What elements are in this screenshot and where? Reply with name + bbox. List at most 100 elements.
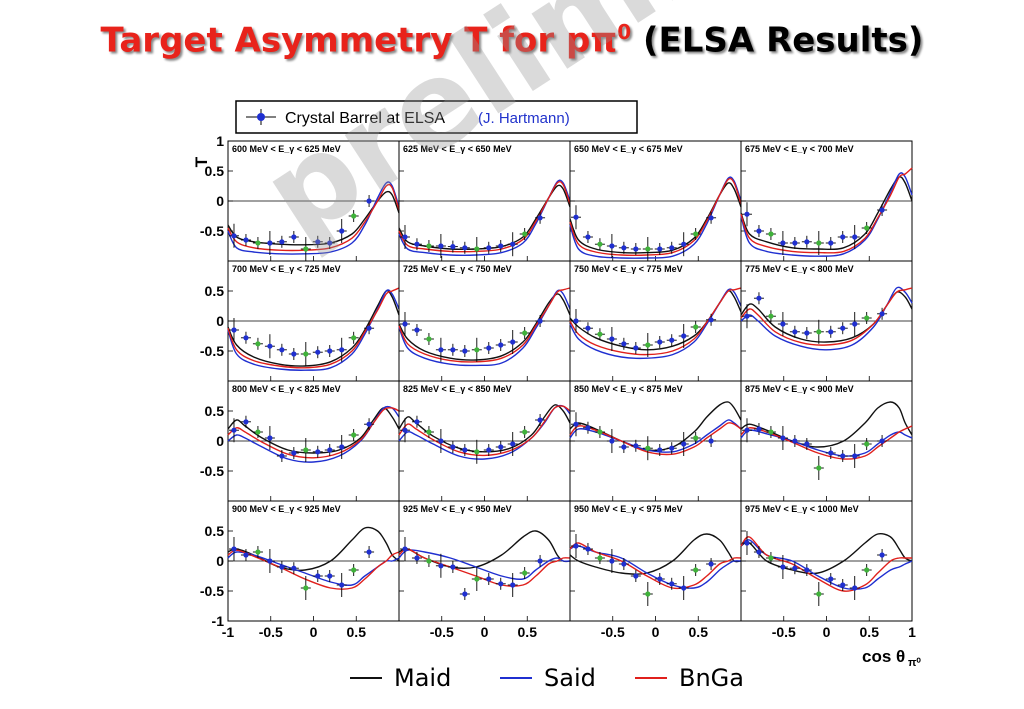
data-point (828, 450, 834, 456)
data-point (756, 549, 762, 555)
x-axis-label-sub: π⁰ (908, 657, 921, 669)
data-point (681, 585, 687, 591)
data-point (366, 549, 372, 555)
panel-13: 900 MeV < E_γ < 925 MeV (227, 500, 400, 622)
curve-said (398, 289, 571, 367)
curve-said (740, 429, 913, 457)
data-point (708, 215, 714, 221)
data-point (633, 345, 639, 351)
data-point (792, 329, 798, 335)
curve-maid (740, 291, 913, 343)
data-point (585, 234, 591, 240)
panel-3: 650 MeV < E_γ < 675 MeV (569, 140, 742, 262)
data-point (327, 447, 333, 453)
data-point (267, 240, 273, 246)
data-point (681, 441, 687, 447)
panel-label: 650 MeV < E_γ < 675 MeV (574, 144, 683, 154)
data-point (852, 234, 858, 240)
data-point (852, 585, 858, 591)
data-point (327, 573, 333, 579)
curve-maid (227, 190, 400, 246)
data-point (303, 447, 309, 453)
y-tick-label: -0.5 (200, 463, 224, 479)
data-point (450, 564, 456, 570)
y-tick-label: -0.5 (200, 583, 224, 599)
data-point (585, 425, 591, 431)
data-point (780, 321, 786, 327)
title-sup: 0 (617, 20, 632, 44)
data-point (708, 438, 714, 444)
data-point (609, 438, 615, 444)
data-point (537, 558, 543, 564)
y-tick-label: 0 (216, 553, 224, 569)
panel-16: 975 MeV < E_γ < 1000 MeV (740, 500, 913, 622)
data-point (339, 444, 345, 450)
data-point (255, 549, 261, 555)
panel-label: 850 MeV < E_γ < 875 MeV (574, 384, 683, 394)
x-tick-label: -0.5 (430, 624, 454, 640)
y-tick-label: 0.5 (205, 403, 225, 419)
data-point (522, 570, 528, 576)
panel-label: 825 MeV < E_γ < 850 MeV (403, 384, 512, 394)
data-point (852, 321, 858, 327)
data-point (402, 427, 408, 433)
panel-5: 700 MeV < E_γ < 725 MeV (227, 260, 400, 382)
data-point (438, 563, 444, 569)
data-point (522, 231, 528, 237)
x-tick-label: -0.5 (259, 624, 283, 640)
data-point (510, 241, 516, 247)
curve-said (227, 405, 400, 463)
data-point (693, 567, 699, 573)
data-point (426, 558, 432, 564)
data-point (351, 567, 357, 573)
data-point (828, 576, 834, 582)
data-point (744, 313, 750, 319)
curve-maid (740, 176, 913, 251)
data-point (255, 341, 261, 347)
data-point (510, 339, 516, 345)
data-point (351, 335, 357, 341)
x-tick-label: -1 (222, 624, 235, 640)
data-point (879, 552, 885, 558)
data-point (669, 445, 675, 451)
data-point (474, 246, 480, 252)
data-point (291, 450, 297, 456)
y-tick-label: -0.5 (200, 343, 224, 359)
curve-maid (569, 401, 742, 452)
data-point (609, 558, 615, 564)
y-tick-label: 0.5 (205, 283, 225, 299)
data-point (231, 233, 237, 239)
data-point (879, 438, 885, 444)
panel-label: 950 MeV < E_γ < 975 MeV (574, 504, 683, 514)
curve-bnga (740, 167, 913, 254)
data-point (744, 427, 750, 433)
page-title: Target Asymmetry T for pπ0 (ELSA Results… (0, 20, 1024, 60)
data-point (438, 438, 444, 444)
y-tick-label: 0.5 (205, 163, 225, 179)
panel-label: 625 MeV < E_γ < 650 MeV (403, 144, 512, 154)
data-point (645, 591, 651, 597)
data-point (816, 591, 822, 597)
y-axis-label: T (192, 156, 211, 167)
data-legend: Crystal Barrel at ELSA (J. Hartmann) (235, 100, 638, 134)
data-point (693, 231, 699, 237)
data-point (315, 449, 321, 455)
data-point (279, 239, 285, 245)
data-point (438, 243, 444, 249)
legend-line-bnga (635, 677, 667, 679)
data-point (402, 546, 408, 552)
data-point (315, 239, 321, 245)
data-point (243, 335, 249, 341)
y-tick-label: -0.5 (200, 223, 224, 239)
data-point (474, 576, 480, 582)
panel-label: 675 MeV < E_γ < 700 MeV (745, 144, 854, 154)
data-legend-marker (257, 113, 265, 121)
legend-item-said: Said (500, 660, 596, 696)
data-point (522, 429, 528, 435)
legend-line-maid (350, 677, 382, 679)
data-point (522, 330, 528, 336)
data-point (756, 295, 762, 301)
data-point (816, 329, 822, 335)
data-point (315, 349, 321, 355)
data-point (510, 582, 516, 588)
